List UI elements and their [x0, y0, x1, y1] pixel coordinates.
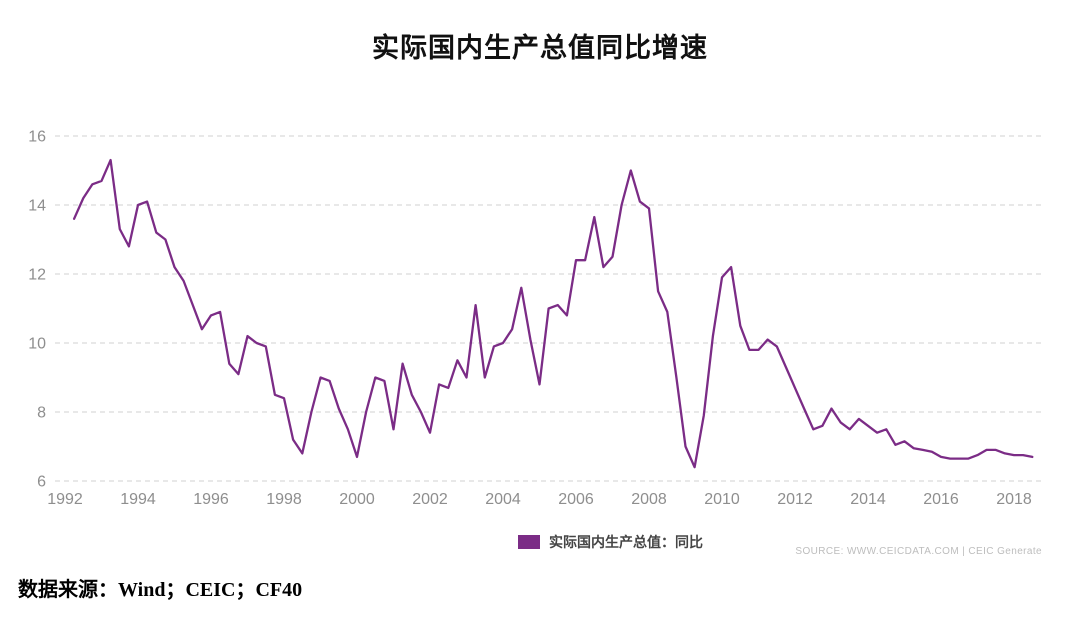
x-tick-label: 2004 — [485, 491, 521, 508]
x-tick-label: 2002 — [412, 491, 448, 508]
y-tick-label: 12 — [28, 267, 46, 284]
y-tick-label: 6 — [37, 474, 46, 491]
x-tick-label: 2000 — [339, 491, 375, 508]
y-tick-label: 10 — [28, 336, 46, 353]
legend-label: 实际国内生产总值：同比 — [549, 534, 703, 550]
chart-title: 实际国内生产总值同比增速 — [372, 33, 708, 63]
x-tick-label: 2010 — [704, 491, 740, 508]
x-tick-label: 1998 — [266, 491, 302, 508]
x-tick-label: 2006 — [558, 491, 594, 508]
x-tick-label: 2014 — [850, 491, 886, 508]
y-tick-label: 14 — [28, 198, 46, 215]
x-tick-label: 2008 — [631, 491, 667, 508]
x-tick-label: 1994 — [120, 491, 156, 508]
x-tick-label: 1996 — [193, 491, 229, 508]
legend: 实际国内生产总值：同比 — [518, 532, 703, 552]
data-source-caption: 数据来源：Wind；CEIC；CF40 — [18, 579, 303, 601]
x-tick-label: 2016 — [923, 491, 959, 508]
gdp-yoy-line — [72, 158, 1034, 469]
y-tick-label: 16 — [28, 129, 46, 146]
y-tick-label: 8 — [37, 405, 46, 422]
x-tick-label: 2012 — [777, 491, 813, 508]
legend-swatch-icon — [518, 535, 540, 549]
source-note: SOURCE: WWW.CEICDATA.COM | CEIC Generate — [795, 546, 1042, 557]
x-tick-label: 2018 — [996, 491, 1032, 508]
x-tick-label: 1992 — [47, 491, 83, 508]
